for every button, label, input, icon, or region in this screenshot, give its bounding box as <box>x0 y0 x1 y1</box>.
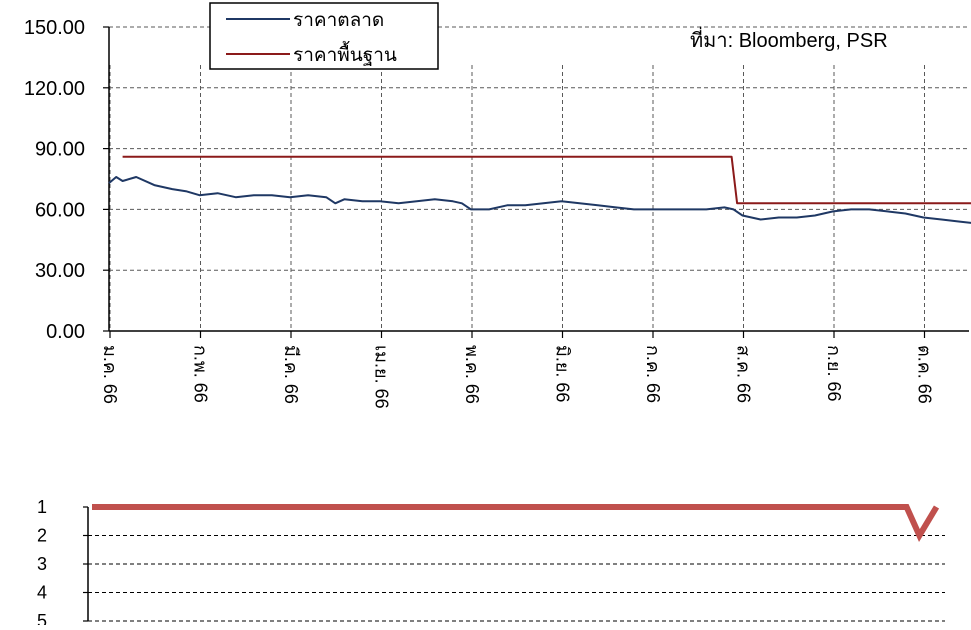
legend: ราคาตลาด ราคาพื้นฐาน <box>209 2 439 70</box>
legend-label-market: ราคาตลาด <box>293 10 384 31</box>
price-y-tick-label: 0.00 <box>46 321 85 343</box>
legend-label-fundamental: ราคาพื้นฐาน <box>293 41 397 66</box>
price-y-tick-label: 60.00 <box>35 199 85 221</box>
price-x-tick-label: ก.ค. 66 <box>643 345 663 403</box>
price-x-tick-label: เม.ย. 66 <box>372 345 392 409</box>
price-series-lines <box>108 155 971 224</box>
price-chart: 0.00 30.00 60.00 90.00 120.00 150.00 ม.ค. 66 ก… <box>24 2 971 409</box>
price-gridlines <box>103 26 969 338</box>
legend-box <box>209 2 439 70</box>
price-y-tick-label: 30.00 <box>35 260 85 282</box>
market-price-line <box>108 176 971 224</box>
rank-chart: 1 2 3 4 5 <box>37 497 945 630</box>
price-x-tick-label: ก.พ. 66 <box>191 345 211 403</box>
rank-y-tick-label: 3 <box>37 554 47 574</box>
rank-y-tick-labels: 1 2 3 4 5 <box>37 497 47 630</box>
price-x-tick-label: ส.ค. 66 <box>734 345 754 403</box>
price-x-tick-label: พ.ค. 66 <box>462 345 482 404</box>
source-note: ที่มา: Bloomberg, PSR <box>690 26 888 52</box>
rank-y-tick-label: 4 <box>37 583 47 603</box>
rank-y-tick-label: 2 <box>37 526 47 546</box>
price-x-tick-label: มี.ค. 66 <box>281 345 301 404</box>
price-x-tick-label: มิ.ย. 66 <box>553 345 573 402</box>
price-x-tick-label: ม.ค. 66 <box>100 345 120 404</box>
price-x-tick-label: ก.ย. 66 <box>824 345 844 401</box>
price-y-tick-label: 150.00 <box>24 17 85 39</box>
price-x-tick-labels: ม.ค. 66 ก.พ. 66 มี.ค. 66 เม.ย. 66 พ.ค. 66 มิ.… <box>100 345 935 409</box>
price-y-tick-labels: 0.00 30.00 60.00 90.00 120.00 150.00 <box>24 17 85 343</box>
rank-gridlines <box>83 506 945 622</box>
price-axes <box>108 27 969 332</box>
rank-series-line <box>92 504 940 542</box>
fundamental-price-line <box>122 155 971 205</box>
rank-line <box>92 504 940 542</box>
price-y-tick-label: 120.00 <box>24 78 85 100</box>
rank-y-tick-label: 1 <box>37 497 47 517</box>
rank-y-tick-label: 5 <box>37 611 47 625</box>
price-y-tick-label: 90.00 <box>35 139 85 161</box>
price-x-tick-label: ต.ค. 66 <box>915 345 935 404</box>
